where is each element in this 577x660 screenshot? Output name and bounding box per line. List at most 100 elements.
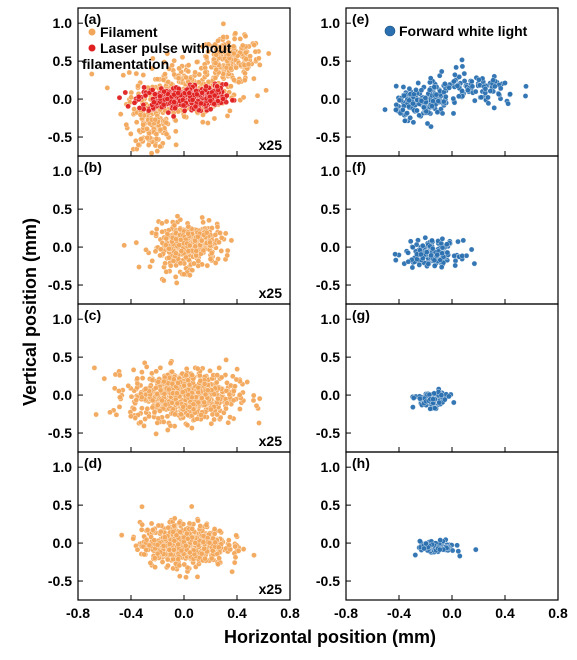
data-point bbox=[164, 556, 171, 563]
data-point bbox=[197, 378, 204, 384]
data-point bbox=[170, 258, 177, 264]
data-point bbox=[212, 232, 219, 238]
data-point bbox=[164, 96, 171, 102]
data-point bbox=[133, 138, 139, 144]
data-point bbox=[183, 574, 189, 580]
data-point bbox=[404, 110, 410, 116]
y-tick-label: 0.5 bbox=[53, 53, 73, 69]
data-point bbox=[134, 546, 141, 553]
data-point bbox=[123, 121, 130, 128]
data-point bbox=[247, 53, 253, 59]
data-point bbox=[160, 101, 167, 108]
panel-g: 1.0 0.5 0.0 -0.5 (g) bbox=[316, 303, 559, 453]
data-point bbox=[191, 260, 197, 267]
data-point bbox=[438, 392, 445, 398]
data-point bbox=[152, 116, 159, 123]
data-point bbox=[128, 94, 134, 101]
data-point bbox=[251, 42, 257, 48]
data-point bbox=[169, 400, 175, 406]
data-point bbox=[202, 69, 209, 76]
panel-b: 1.0 0.5 0.0 -0.5 (b) x25 bbox=[48, 155, 291, 305]
data-point bbox=[137, 112, 144, 118]
data-point bbox=[202, 555, 208, 562]
data-point bbox=[410, 395, 417, 401]
y-tick-label: -0.5 bbox=[316, 129, 340, 145]
data-point bbox=[178, 411, 184, 418]
data-point bbox=[402, 118, 408, 124]
data-point bbox=[224, 113, 231, 119]
data-point bbox=[209, 547, 216, 554]
data-point bbox=[244, 379, 250, 385]
data-point bbox=[180, 102, 187, 109]
y-tick-label: 1.0 bbox=[53, 459, 73, 475]
data-point bbox=[117, 394, 123, 401]
data-point bbox=[192, 69, 198, 76]
data-point bbox=[231, 36, 238, 42]
data-point bbox=[211, 115, 218, 122]
data-point bbox=[189, 526, 196, 532]
data-point bbox=[153, 226, 160, 232]
data-point bbox=[239, 42, 246, 49]
data-point bbox=[157, 126, 164, 133]
panel-h: 1.0 0.5 0.0 -0.5 -0.8 -0.4 0.0 0.4 0.8 (h) bbox=[316, 451, 568, 621]
data-point bbox=[174, 213, 181, 219]
data-point bbox=[151, 409, 158, 415]
panel-label: (g) bbox=[352, 307, 370, 323]
data-point bbox=[211, 391, 218, 397]
data-point bbox=[476, 77, 482, 83]
data-point bbox=[155, 415, 162, 422]
data-point bbox=[430, 98, 436, 104]
data-point bbox=[189, 425, 195, 431]
data-point bbox=[163, 269, 170, 275]
panel-c: 1.0 0.5 0.0 -0.5 (c) x25 bbox=[48, 303, 291, 453]
data-point bbox=[164, 413, 171, 420]
data-point bbox=[507, 91, 513, 97]
data-point bbox=[429, 245, 436, 252]
data-point bbox=[164, 50, 171, 57]
data-point bbox=[234, 366, 240, 372]
data-point bbox=[141, 84, 147, 91]
data-point bbox=[143, 364, 150, 370]
data-point bbox=[157, 387, 164, 394]
data-point bbox=[165, 109, 172, 116]
data-point bbox=[230, 397, 237, 404]
data-point bbox=[207, 97, 214, 104]
data-point bbox=[215, 395, 221, 402]
data-point bbox=[135, 83, 141, 89]
data-point bbox=[417, 538, 423, 544]
data-point bbox=[176, 65, 182, 72]
data-point bbox=[144, 134, 151, 141]
data-point bbox=[203, 229, 210, 236]
data-point bbox=[227, 414, 233, 420]
data-point bbox=[181, 108, 188, 114]
data-point bbox=[145, 142, 152, 148]
data-point bbox=[162, 71, 168, 77]
data-point bbox=[450, 110, 457, 117]
data-point bbox=[217, 44, 224, 50]
data-point bbox=[216, 239, 222, 246]
data-point bbox=[251, 552, 257, 558]
data-point bbox=[166, 386, 172, 393]
plot-frame bbox=[345, 451, 559, 601]
data-point bbox=[161, 277, 167, 284]
data-point bbox=[414, 107, 420, 114]
data-point bbox=[139, 521, 145, 528]
data-point bbox=[172, 411, 178, 418]
data-point bbox=[242, 33, 249, 39]
data-point bbox=[203, 522, 210, 528]
data-point bbox=[415, 80, 421, 86]
data-point bbox=[171, 376, 177, 383]
data-point bbox=[427, 75, 434, 81]
data-point bbox=[451, 78, 457, 85]
y-tick-label: 1.0 bbox=[321, 15, 341, 31]
data-point bbox=[175, 90, 181, 96]
data-point bbox=[393, 257, 399, 263]
data-point bbox=[140, 72, 147, 78]
data-point bbox=[393, 102, 400, 108]
data-point bbox=[121, 242, 127, 249]
data-point bbox=[169, 62, 175, 69]
y-tick-label: 0.5 bbox=[321, 53, 341, 69]
data-point bbox=[192, 243, 199, 250]
data-point bbox=[162, 534, 168, 540]
scatter-points bbox=[412, 536, 479, 559]
